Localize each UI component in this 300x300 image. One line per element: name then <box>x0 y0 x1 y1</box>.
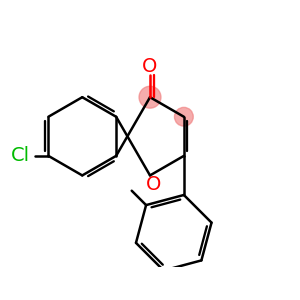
Circle shape <box>175 107 193 126</box>
Circle shape <box>139 86 161 108</box>
Text: Cl: Cl <box>11 146 30 165</box>
Text: O: O <box>146 175 161 194</box>
Text: O: O <box>142 57 158 76</box>
